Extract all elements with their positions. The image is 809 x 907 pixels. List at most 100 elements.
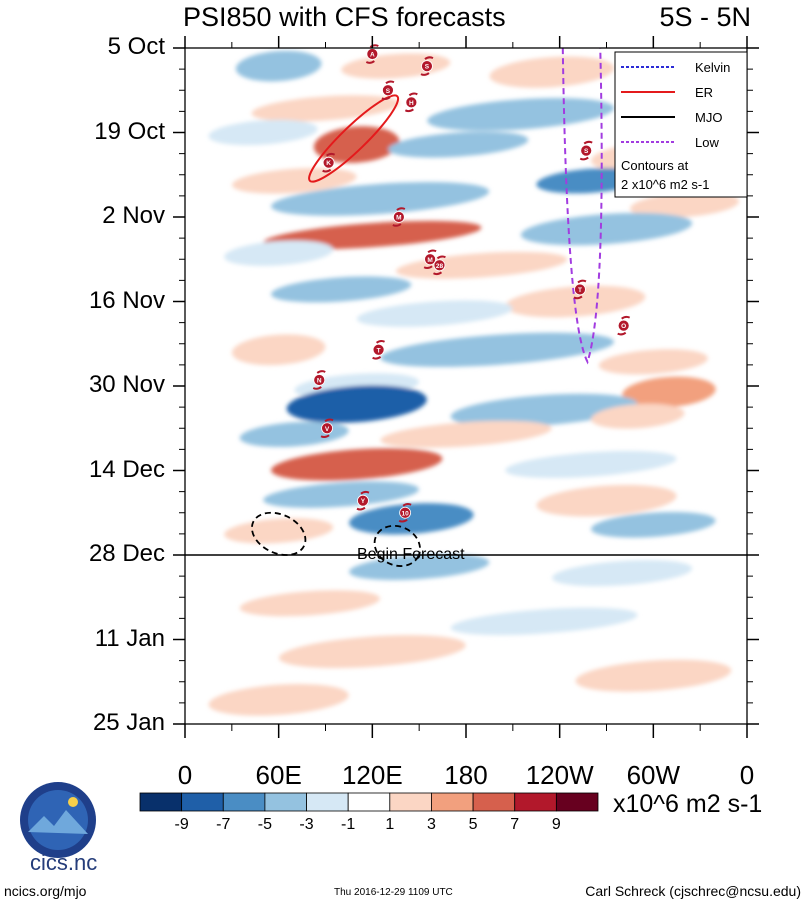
psi-anomaly-band xyxy=(630,192,740,218)
y-tick-label: 5 Oct xyxy=(107,33,165,60)
colorbar-label: 3 xyxy=(427,816,436,833)
storm-icon xyxy=(313,374,326,386)
storm-marker: K xyxy=(322,152,336,173)
storm-swirl xyxy=(324,418,334,423)
footer-url[interactable]: ncics.org/mjo xyxy=(4,883,87,899)
storm-swirl xyxy=(365,60,375,64)
storm-label: H xyxy=(409,100,414,107)
colorbar-swatch xyxy=(347,792,391,812)
storm-icon xyxy=(617,319,630,332)
storm-swirl xyxy=(372,355,382,360)
storm-label: Y xyxy=(361,498,366,505)
storm-icon xyxy=(357,494,369,507)
psi-anomaly-band xyxy=(263,481,419,508)
psi-anomaly-band xyxy=(286,385,427,423)
storm-swirl xyxy=(408,92,418,97)
storm-swirl xyxy=(573,295,583,300)
footer-author: Carl Schreck (cjschrec@ncsu.edu) xyxy=(585,883,801,899)
logo-text: cics.nc xyxy=(30,850,98,875)
psi-anomaly-band xyxy=(231,167,357,194)
colorbar-swatch xyxy=(264,792,307,812)
storm-label: S xyxy=(584,148,589,155)
storm-marker: Y xyxy=(356,490,370,511)
psi-anomaly-band xyxy=(239,590,380,617)
storm-icon xyxy=(580,144,593,157)
colorbar-label: -3 xyxy=(299,816,314,833)
storm-icon xyxy=(382,84,394,97)
storm-icon xyxy=(392,211,405,223)
colorbar-unit: x10^6 m2 s-1 xyxy=(613,790,763,818)
y-tick-label: 25 Jan xyxy=(92,709,165,736)
colorbar-label: -5 xyxy=(257,816,273,833)
psi-anomaly-band xyxy=(271,448,443,481)
storm-label: S xyxy=(425,64,430,71)
storm-label: N xyxy=(317,377,322,384)
y-tick-label: 14 Dec xyxy=(88,455,165,483)
psi-anomaly-band xyxy=(208,684,349,716)
legend-label: Low xyxy=(695,135,719,150)
x-tick-label: 120E xyxy=(341,760,403,790)
colorbar-label: 1 xyxy=(385,816,395,833)
colorbar-swatch xyxy=(431,792,474,812)
psi-anomaly-band xyxy=(208,119,318,146)
storm-swirl xyxy=(326,152,336,157)
colorbar-label: 9 xyxy=(551,816,561,833)
storm-swirl xyxy=(577,279,587,284)
storm-marker: S xyxy=(420,56,434,76)
psi-anomaly-band xyxy=(575,659,732,692)
storm-swirl xyxy=(312,386,322,390)
storm-icon xyxy=(405,96,418,109)
storm-swirl xyxy=(579,156,589,161)
psi-anomaly-band xyxy=(271,276,412,303)
storm-swirl xyxy=(316,370,326,374)
storm-label: 10 xyxy=(401,510,409,517)
legend-box xyxy=(614,51,748,198)
psi-anomaly-band xyxy=(388,131,529,158)
psi-anomaly-band xyxy=(591,512,716,538)
colorbar-label: -1 xyxy=(341,816,356,833)
er-contour xyxy=(308,94,400,183)
y-tick-label: 30 Nov xyxy=(88,371,165,398)
psi-anomaly-band xyxy=(489,56,615,88)
colorbar-label: -7 xyxy=(216,816,231,833)
legend-note: 2 x10^6 m2 s-1 xyxy=(621,177,709,192)
storm-swirl xyxy=(396,207,406,211)
legend-label: MJO xyxy=(695,110,722,125)
psi-anomaly-band xyxy=(536,484,677,517)
x-tick-label: 0 xyxy=(177,760,193,790)
storm-marker: A xyxy=(365,44,379,64)
storm-label: T xyxy=(377,347,381,354)
psi-anomaly-band xyxy=(598,349,708,375)
storm-icon xyxy=(433,259,446,272)
storm-marker: S xyxy=(381,80,395,101)
psi-anomaly-band xyxy=(235,50,322,82)
storm-swirl xyxy=(320,434,330,439)
storm-icon xyxy=(321,422,333,435)
legend-label: ER xyxy=(695,85,713,100)
psi-anomaly-band xyxy=(450,393,638,427)
storm-label: A xyxy=(370,52,375,59)
storm-swirl xyxy=(369,44,379,48)
storm-swirl xyxy=(617,331,627,336)
x-tick-label: 60W xyxy=(626,760,681,790)
storm-icon xyxy=(424,253,436,266)
begin-forecast-label: Begin Forecast xyxy=(357,546,465,563)
legend-note: Contours at xyxy=(621,158,689,173)
x-tick-label: 0 xyxy=(739,760,755,790)
colorbar-swatch xyxy=(306,792,349,812)
storm-icon xyxy=(372,343,385,356)
storm-icon xyxy=(421,60,433,73)
psi-anomaly-band xyxy=(450,607,638,636)
chart-region: 5S - 5N xyxy=(659,2,751,32)
x-tick-label: 120W xyxy=(525,760,594,790)
psi-anomaly-band xyxy=(520,212,693,246)
storm-swirl xyxy=(433,271,443,276)
storm-marker: V xyxy=(320,418,334,439)
colorbar-swatch xyxy=(472,792,516,812)
mjo-contour xyxy=(373,524,421,567)
storm-marker: M xyxy=(392,207,406,227)
storm-swirl xyxy=(621,315,631,320)
storm-swirl xyxy=(424,56,434,60)
colorbar-swatch xyxy=(181,792,224,812)
